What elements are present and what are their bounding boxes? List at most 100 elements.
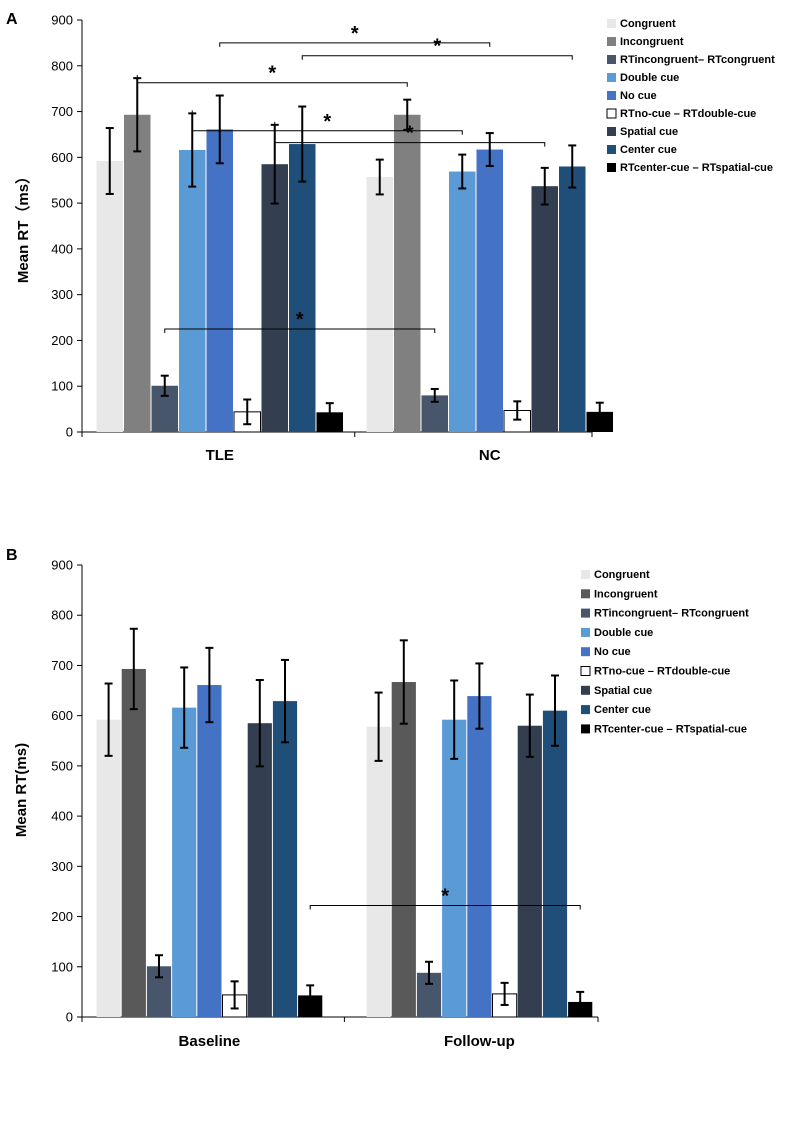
legend-label: RTcenter-cue – RTspatial-cue xyxy=(594,723,747,735)
y-tick-label: 700 xyxy=(51,104,73,119)
y-tick-label: 100 xyxy=(51,379,73,394)
legend-label: Double cue xyxy=(620,72,679,84)
significance-star: * xyxy=(351,23,359,45)
legend-label: RTincongruent– RTcongruent xyxy=(594,608,749,620)
bar xyxy=(121,668,146,1017)
significance-star: * xyxy=(433,36,441,58)
x-tick-label: Baseline xyxy=(179,1033,241,1050)
legend-swatch xyxy=(607,145,616,154)
significance-bracket xyxy=(309,905,581,910)
bar xyxy=(442,719,467,1017)
bar xyxy=(517,725,542,1017)
legend-swatch xyxy=(607,91,616,100)
legend-label: Spatial cue xyxy=(620,126,678,138)
legend-swatch xyxy=(581,647,590,657)
chart-panel-b: B 0 100 200 300 400 500 600 700 800 900 Mean RT(ms)… xyxy=(6,547,749,1050)
y-tick-label: 200 xyxy=(51,909,73,924)
significance-bracket xyxy=(274,121,546,147)
legend-label: Congruent xyxy=(620,18,676,30)
y-tick-label: 800 xyxy=(51,58,73,73)
bar xyxy=(476,149,503,432)
legend-label: RTno-cue – RTdouble-cue xyxy=(620,108,756,120)
bar xyxy=(96,160,123,433)
legend-label: Congruent xyxy=(594,569,650,581)
legend-swatch xyxy=(581,570,590,579)
legend-label: RTcenter-cue – RTspatial-cue xyxy=(620,162,773,174)
bar xyxy=(197,685,222,1017)
significance-bracket xyxy=(301,55,573,60)
legend-swatch xyxy=(607,37,616,46)
legend-swatch xyxy=(581,685,590,695)
bar xyxy=(96,719,121,1017)
bar xyxy=(542,710,568,1017)
significance-star: * xyxy=(441,886,449,908)
legend-label: Spatial cue xyxy=(594,685,652,697)
bar xyxy=(559,166,586,432)
legend-label: Center cue xyxy=(620,144,677,156)
bar xyxy=(272,701,298,1017)
y-tick-label: 100 xyxy=(51,959,73,974)
legend-swatch xyxy=(581,627,590,637)
bar xyxy=(394,114,421,432)
bar xyxy=(289,144,316,432)
x-tick-label: NC xyxy=(479,447,501,464)
chart-panel-a: A 0 100 200 300 400 500 600 700 800 900 Mean RT（ms）… xyxy=(6,11,775,464)
bar xyxy=(449,171,476,432)
legend-swatch xyxy=(581,608,590,618)
bar xyxy=(124,114,151,432)
significance-star: * xyxy=(268,63,276,85)
legend-swatch xyxy=(606,108,617,119)
legend-swatch xyxy=(580,666,591,676)
panel-label: A xyxy=(6,11,18,28)
bar xyxy=(206,129,233,433)
significance-bracket xyxy=(191,110,463,135)
legend-label: Incongruent xyxy=(620,36,684,48)
x-tick-label: Follow-up xyxy=(444,1033,515,1050)
legend-label: No cue xyxy=(620,90,657,102)
legend-label: Center cue xyxy=(594,704,651,716)
y-tick-label: 600 xyxy=(51,708,73,723)
significance-bracket xyxy=(164,328,436,333)
y-tick-label: 600 xyxy=(51,150,73,165)
significance-star: * xyxy=(406,123,414,145)
legend-swatch xyxy=(607,127,616,136)
y-tick-label: 800 xyxy=(51,608,73,623)
y-tick-label: 900 xyxy=(51,13,73,28)
legend-swatch xyxy=(607,55,616,64)
bar xyxy=(366,726,391,1017)
legend-label: Incongruent xyxy=(594,588,658,600)
significance-star: * xyxy=(296,309,304,331)
bar xyxy=(531,186,558,432)
legend-swatch xyxy=(581,724,590,734)
y-axis-label: Mean RT（ms） xyxy=(14,169,32,283)
y-tick-label: 400 xyxy=(51,809,73,824)
legend-label: RTincongruent– RTcongruent xyxy=(620,54,775,66)
legend-label: RTno-cue – RTdouble-cue xyxy=(594,666,730,678)
y-tick-label: 0 xyxy=(66,1010,73,1025)
y-tick-label: 300 xyxy=(51,287,73,302)
legend-swatch xyxy=(607,19,616,28)
bar xyxy=(247,723,272,1017)
bar xyxy=(172,707,197,1017)
significance-star: * xyxy=(323,111,331,133)
y-tick-label: 500 xyxy=(51,196,73,211)
x-tick-label: TLE xyxy=(206,447,234,464)
y-tick-label: 300 xyxy=(51,859,73,874)
y-tick-label: 900 xyxy=(51,558,73,573)
bar xyxy=(366,177,393,432)
bar xyxy=(467,696,492,1017)
legend-swatch xyxy=(581,705,590,715)
y-tick-label: 700 xyxy=(51,658,73,673)
y-tick-label: 400 xyxy=(51,241,73,256)
legend-swatch xyxy=(581,589,590,599)
y-axis-label: Mean RT(ms) xyxy=(13,743,30,837)
significance-bracket xyxy=(136,75,408,87)
bar xyxy=(261,164,288,432)
legend-swatch xyxy=(607,163,616,172)
significance-bracket xyxy=(219,42,491,47)
y-tick-label: 500 xyxy=(51,758,73,773)
legend-swatch xyxy=(607,73,616,82)
y-tick-label: 0 xyxy=(66,425,73,440)
legend-label: Double cue xyxy=(594,627,653,639)
